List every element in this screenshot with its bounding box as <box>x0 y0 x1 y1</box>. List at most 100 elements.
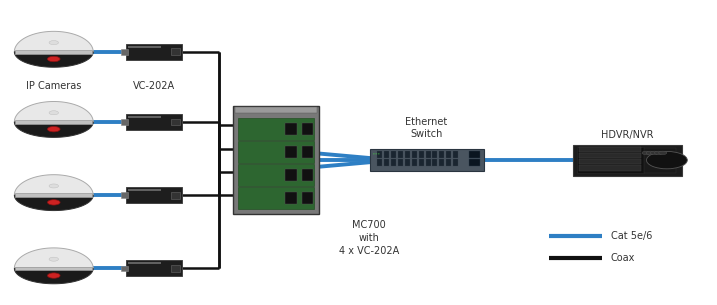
FancyBboxPatch shape <box>285 124 297 135</box>
FancyBboxPatch shape <box>128 116 161 118</box>
FancyBboxPatch shape <box>234 107 317 113</box>
Text: Coax: Coax <box>611 253 635 263</box>
Circle shape <box>47 273 60 278</box>
Circle shape <box>373 153 375 154</box>
FancyBboxPatch shape <box>453 151 458 158</box>
Circle shape <box>47 200 60 205</box>
FancyBboxPatch shape <box>453 159 458 166</box>
Circle shape <box>376 153 377 154</box>
Text: MC700
with
4 x VC-202A: MC700 with 4 x VC-202A <box>339 220 399 256</box>
FancyBboxPatch shape <box>125 44 182 60</box>
FancyBboxPatch shape <box>121 192 128 198</box>
FancyBboxPatch shape <box>15 50 92 54</box>
FancyBboxPatch shape <box>419 151 424 158</box>
FancyBboxPatch shape <box>15 267 92 270</box>
FancyBboxPatch shape <box>440 151 445 158</box>
Circle shape <box>642 151 650 155</box>
Circle shape <box>49 184 59 188</box>
FancyBboxPatch shape <box>398 159 403 166</box>
FancyBboxPatch shape <box>469 159 480 166</box>
Circle shape <box>47 127 60 132</box>
FancyBboxPatch shape <box>285 146 297 158</box>
Polygon shape <box>14 31 93 52</box>
FancyBboxPatch shape <box>125 114 182 130</box>
FancyBboxPatch shape <box>285 192 297 204</box>
Polygon shape <box>14 175 93 195</box>
Circle shape <box>655 151 663 155</box>
FancyBboxPatch shape <box>432 151 437 158</box>
FancyBboxPatch shape <box>302 124 313 135</box>
FancyBboxPatch shape <box>171 265 180 272</box>
Polygon shape <box>14 122 93 137</box>
FancyBboxPatch shape <box>302 192 313 204</box>
FancyBboxPatch shape <box>238 141 314 163</box>
FancyBboxPatch shape <box>302 169 313 181</box>
FancyBboxPatch shape <box>419 159 424 166</box>
FancyBboxPatch shape <box>15 120 92 124</box>
Circle shape <box>650 151 658 155</box>
FancyBboxPatch shape <box>125 187 182 203</box>
Circle shape <box>378 153 379 154</box>
FancyBboxPatch shape <box>579 147 640 152</box>
FancyBboxPatch shape <box>384 159 389 166</box>
FancyBboxPatch shape <box>391 159 396 166</box>
FancyBboxPatch shape <box>405 159 410 166</box>
FancyBboxPatch shape <box>238 187 314 209</box>
FancyBboxPatch shape <box>171 192 180 199</box>
FancyBboxPatch shape <box>426 151 430 158</box>
FancyBboxPatch shape <box>128 189 161 191</box>
Polygon shape <box>14 195 93 210</box>
FancyBboxPatch shape <box>412 159 417 166</box>
Text: VC-202A: VC-202A <box>133 81 175 91</box>
FancyBboxPatch shape <box>391 151 396 158</box>
FancyBboxPatch shape <box>377 151 382 158</box>
FancyBboxPatch shape <box>121 119 128 125</box>
FancyBboxPatch shape <box>426 159 430 166</box>
FancyBboxPatch shape <box>128 45 161 48</box>
FancyBboxPatch shape <box>446 151 451 158</box>
FancyBboxPatch shape <box>469 151 480 158</box>
FancyBboxPatch shape <box>121 266 128 271</box>
FancyBboxPatch shape <box>412 151 417 158</box>
FancyBboxPatch shape <box>171 119 180 125</box>
FancyBboxPatch shape <box>302 146 313 158</box>
Polygon shape <box>14 248 93 268</box>
Circle shape <box>647 152 688 169</box>
FancyBboxPatch shape <box>579 165 640 170</box>
FancyBboxPatch shape <box>238 164 314 186</box>
FancyBboxPatch shape <box>405 151 410 158</box>
Text: IP Cameras: IP Cameras <box>26 81 82 91</box>
Circle shape <box>49 41 59 45</box>
FancyBboxPatch shape <box>285 169 297 181</box>
FancyBboxPatch shape <box>238 118 314 140</box>
Circle shape <box>49 257 59 261</box>
FancyBboxPatch shape <box>384 151 389 158</box>
Circle shape <box>49 111 59 115</box>
FancyBboxPatch shape <box>125 260 182 276</box>
Circle shape <box>47 56 60 62</box>
FancyBboxPatch shape <box>432 159 437 166</box>
Text: HDVR/NVR: HDVR/NVR <box>601 130 654 140</box>
FancyBboxPatch shape <box>574 145 681 176</box>
FancyBboxPatch shape <box>370 149 483 171</box>
Polygon shape <box>14 52 93 67</box>
FancyBboxPatch shape <box>128 262 161 264</box>
FancyBboxPatch shape <box>577 147 645 173</box>
Text: Ethernet
Switch: Ethernet Switch <box>406 117 447 139</box>
FancyBboxPatch shape <box>171 48 180 55</box>
FancyBboxPatch shape <box>377 159 382 166</box>
FancyBboxPatch shape <box>579 153 640 158</box>
FancyBboxPatch shape <box>579 159 640 164</box>
FancyBboxPatch shape <box>398 151 403 158</box>
Circle shape <box>646 151 655 155</box>
FancyBboxPatch shape <box>232 106 319 214</box>
Text: Cat 5e/6: Cat 5e/6 <box>611 231 652 241</box>
Polygon shape <box>14 268 93 284</box>
FancyBboxPatch shape <box>15 193 92 197</box>
FancyBboxPatch shape <box>645 148 676 173</box>
Polygon shape <box>14 102 93 122</box>
Circle shape <box>659 151 667 155</box>
FancyBboxPatch shape <box>440 159 445 166</box>
FancyBboxPatch shape <box>121 49 128 55</box>
FancyBboxPatch shape <box>446 159 451 166</box>
